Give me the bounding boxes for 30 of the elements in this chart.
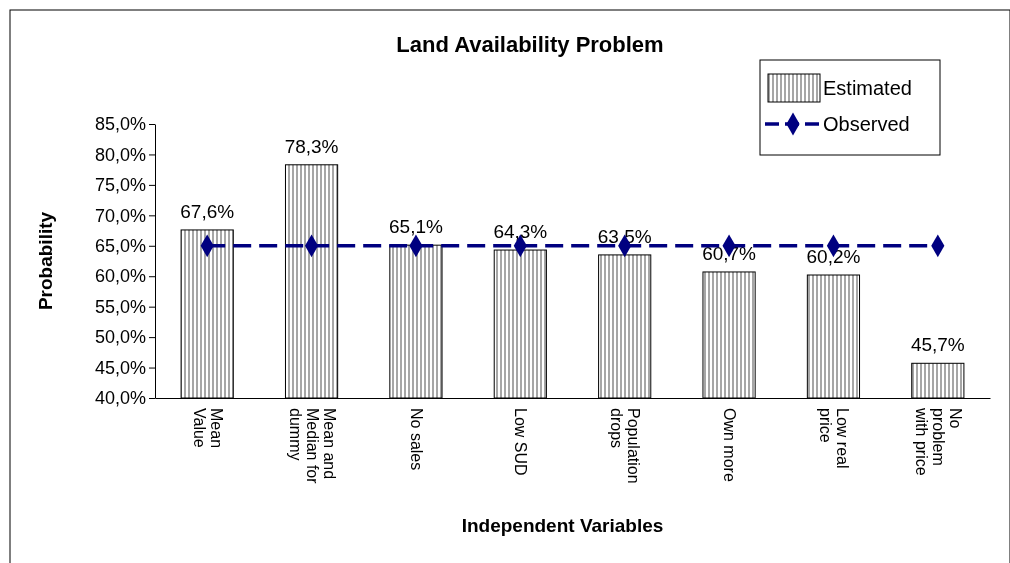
data-label: 67,6% [180, 200, 235, 222]
x-tick-label: Own more [721, 408, 739, 482]
y-tick-label: 85,0% [94, 114, 146, 135]
y-tick-label: 40,0% [94, 388, 146, 409]
y-tick-label: 70,0% [94, 205, 146, 226]
y-tick-label: 50,0% [94, 327, 146, 348]
y-axis-title: Probability [35, 211, 56, 311]
x-tick-label: Low real price [816, 408, 851, 469]
data-label: 78,3% [284, 135, 339, 157]
y-tick-label: 80,0% [94, 144, 146, 165]
data-label: 64,3% [493, 221, 548, 243]
legend-label: Observed [823, 113, 910, 135]
y-tick-label: 55,0% [94, 296, 146, 317]
data-label: 45,7% [910, 334, 965, 356]
chart-title: Land Availability Problem [396, 32, 664, 57]
y-tick-label: 65,0% [94, 236, 146, 257]
x-tick-label: Population drops [608, 408, 643, 484]
y-tick-label: 45,0% [94, 357, 146, 378]
data-label: 60,2% [806, 246, 861, 267]
x-tick-label: Mean Value [190, 408, 225, 449]
x-axis-title: Independent Variables [461, 515, 664, 536]
y-tick-label: 60,0% [94, 266, 146, 287]
x-tick-label: No sales [407, 408, 425, 471]
data-label: 65,1% [389, 216, 443, 238]
data-label: 60,7% [702, 242, 757, 264]
y-tick-label: 75,0% [94, 175, 146, 196]
x-tick-label: No problem with price [912, 407, 964, 476]
x-tick-label: Mean and Median for dummy [286, 408, 338, 485]
x-tick-label: Low SUD [512, 408, 530, 476]
legend-label: Estimated [823, 77, 912, 99]
